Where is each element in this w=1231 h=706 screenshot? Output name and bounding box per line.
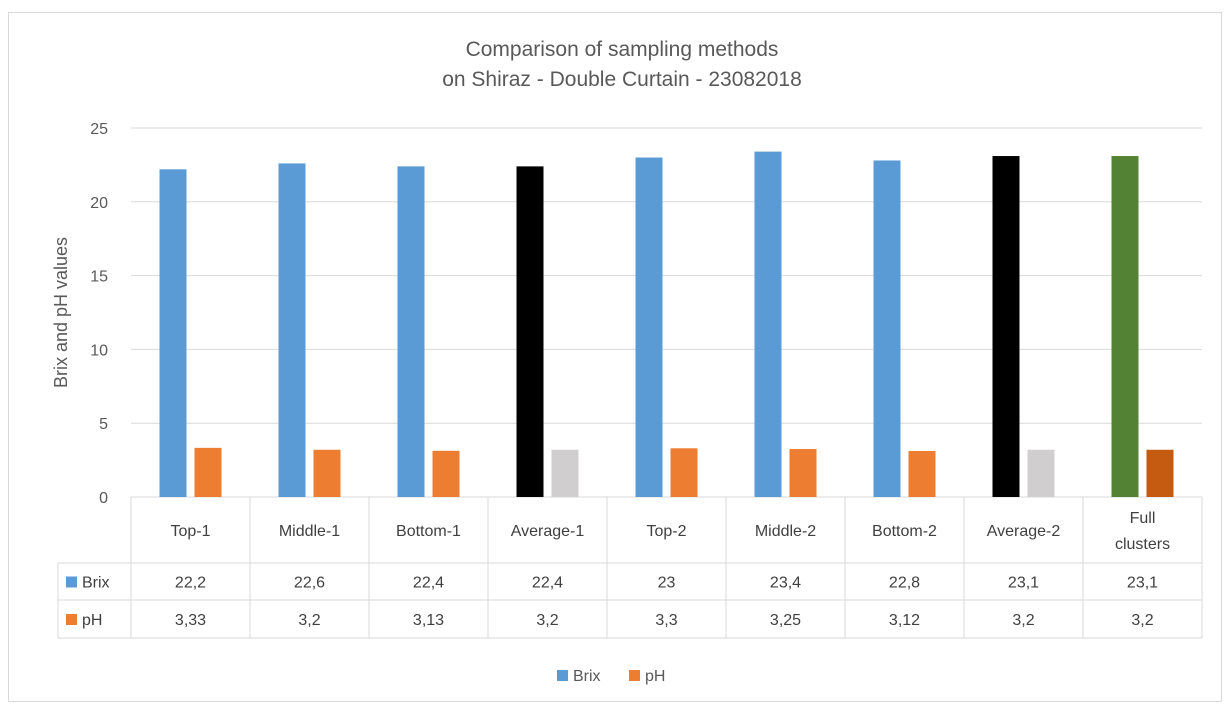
bar-brix-6 <box>873 160 901 498</box>
y-tick-label: 5 <box>99 416 108 433</box>
y-tick-label: 10 <box>90 342 108 359</box>
bar-brix-5 <box>754 151 782 497</box>
table-legend-key-brix <box>66 576 77 588</box>
bar-brix-8 <box>1111 156 1139 497</box>
data-label-brix: 23,1 <box>1127 575 1158 592</box>
data-label-ph: 3,2 <box>1012 612 1034 629</box>
y-tick-label: 15 <box>90 269 108 286</box>
chart-title-line: Comparison of sampling methods <box>466 38 779 61</box>
data-label-ph: 3,25 <box>770 612 801 629</box>
bar-ph-0 <box>194 447 222 497</box>
bar-ph-8 <box>1146 449 1174 497</box>
data-label-ph: 3,3 <box>655 612 677 629</box>
y-tick-label: 25 <box>90 121 108 138</box>
data-label-ph: 3,2 <box>536 612 558 629</box>
y-tick-label: 0 <box>99 490 108 507</box>
chart-title-line: on Shiraz - Double Curtain - 23082018 <box>442 68 802 91</box>
data-label-brix: 22,4 <box>532 575 563 592</box>
x-category-label: Top-2 <box>646 523 686 540</box>
bar-ph-2 <box>432 450 460 497</box>
bar-brix-2 <box>397 166 425 497</box>
bar-brix-4 <box>635 157 663 497</box>
x-category-label: Middle-1 <box>279 523 340 540</box>
x-category-label: Average-1 <box>511 523 585 540</box>
data-label-ph: 3,13 <box>413 612 444 629</box>
bar-brix-1 <box>278 163 306 497</box>
data-label-brix: 23,1 <box>1008 575 1039 592</box>
bar-brix-3 <box>516 166 544 497</box>
bar-brix-0 <box>159 169 187 497</box>
bar-ph-4 <box>670 448 698 497</box>
data-label-brix: 22,6 <box>294 575 325 592</box>
bar-ph-3 <box>551 449 579 497</box>
data-label-brix: 23,4 <box>770 575 801 592</box>
data-label-ph: 3,2 <box>298 612 320 629</box>
table-series-name: pH <box>82 612 102 629</box>
x-category-label: Average-2 <box>987 523 1061 540</box>
data-label-brix: 22,2 <box>175 575 206 592</box>
x-category-label: Bottom-1 <box>396 523 461 540</box>
table-series-name: Brix <box>82 575 110 592</box>
x-category-label: Middle-2 <box>755 523 816 540</box>
bar-ph-5 <box>789 449 817 497</box>
table-legend-key-ph <box>66 614 77 625</box>
x-category-label: Bottom-2 <box>872 523 937 540</box>
bar-ph-7 <box>1027 449 1055 497</box>
data-label-brix: 22,8 <box>889 575 920 592</box>
bar-brix-7 <box>992 156 1020 497</box>
data-label-brix: 22,4 <box>413 575 444 592</box>
data-label-brix: 23 <box>658 575 676 592</box>
bar-ph-1 <box>313 449 341 497</box>
x-category-label: clusters <box>1115 536 1170 553</box>
legend-key-brix <box>557 670 568 681</box>
legend-key-ph <box>629 670 640 681</box>
y-axis-label: Brix and pH values <box>51 237 71 388</box>
y-tick-label: 20 <box>90 195 108 212</box>
legend-label: Brix <box>573 668 601 685</box>
data-label-ph: 3,2 <box>1131 612 1153 629</box>
x-category-label: Full <box>1130 510 1156 527</box>
legend-label: pH <box>645 668 665 685</box>
x-category-label: Top-1 <box>170 523 210 540</box>
chart-area <box>8 12 1222 702</box>
data-label-ph: 3,33 <box>175 612 206 629</box>
data-label-ph: 3,12 <box>889 612 920 629</box>
bar-ph-6 <box>908 450 936 497</box>
